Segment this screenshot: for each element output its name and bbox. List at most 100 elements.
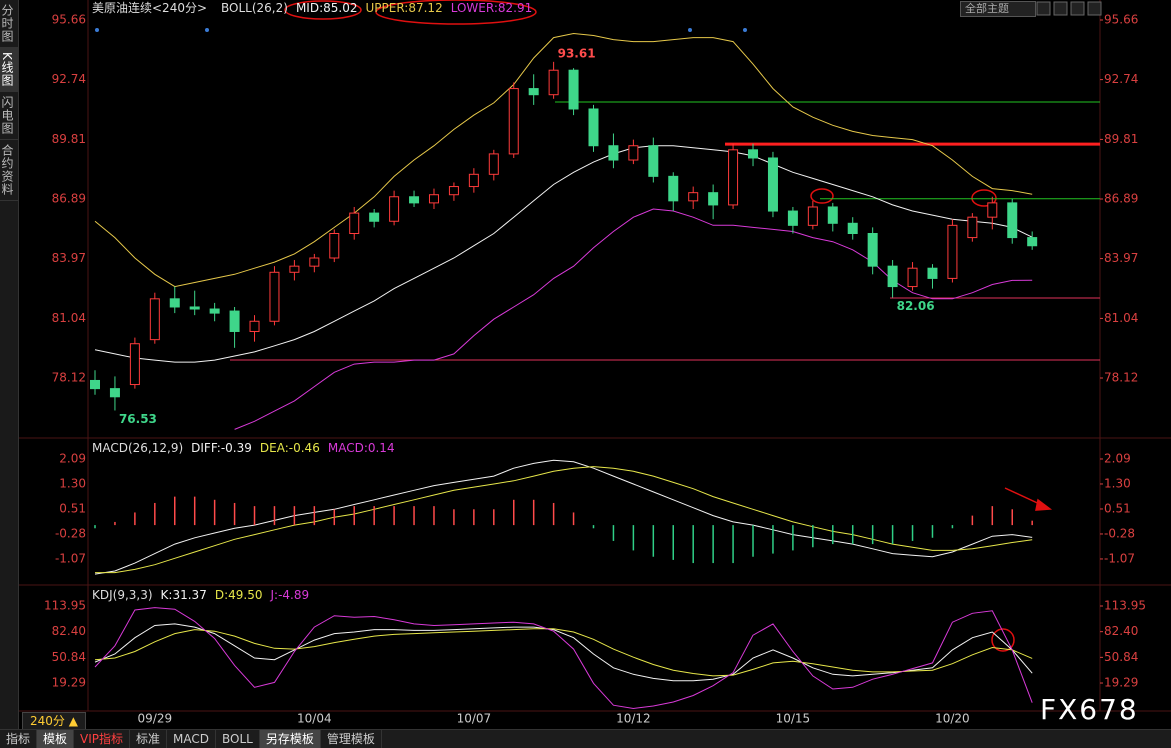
candle-body — [787, 210, 798, 226]
candle-body — [947, 224, 958, 279]
candle-body — [907, 267, 918, 288]
candle-body — [349, 212, 360, 235]
panel-title: MACD(26,12,9) — [92, 441, 183, 455]
candle-body — [887, 265, 898, 288]
candle-body — [209, 308, 220, 314]
candle-body — [927, 267, 938, 279]
candle-body — [1027, 237, 1038, 247]
y-tick-label: 2.09 — [59, 451, 86, 465]
y-tick-label: 81.04 — [52, 311, 86, 325]
legend-value: -0.39 — [221, 441, 252, 455]
y-tick-label-right: 2.09 — [1104, 451, 1131, 465]
candle-body — [309, 257, 320, 267]
candle-body — [827, 206, 838, 224]
indicator-line — [94, 607, 1033, 710]
y-tick-label: 50.84 — [52, 650, 86, 664]
candle-body — [269, 271, 280, 322]
candle-body — [668, 175, 679, 202]
y-tick-label: 0.51 — [59, 501, 86, 515]
y-tick-label: -1.07 — [55, 551, 86, 565]
indicator-name: BOLL(26,2) — [221, 1, 288, 15]
y-tick-label: 78.12 — [52, 371, 86, 385]
y-tick-label: 92.74 — [52, 72, 86, 86]
tab[interactable]: 另存模板 — [259, 730, 321, 748]
legend-value: 0.14 — [368, 441, 395, 455]
y-tick-label-right: -1.07 — [1104, 551, 1135, 565]
y-tick-label: 83.97 — [52, 251, 86, 265]
legend-value: 85.02 — [323, 1, 357, 15]
tab[interactable]: 模板 — [37, 730, 75, 748]
sidebar-tab[interactable]: K线图 — [0, 48, 18, 92]
legend-name: K: — [161, 588, 173, 602]
top-icons — [1036, 1, 1102, 16]
y-tick-label-right: 19.29 — [1104, 676, 1138, 690]
panel-header: MACD(26,12,9) DIFF:-0.39 DEA:-0.46 MACD:0.1… — [92, 441, 395, 455]
candle-body — [189, 306, 200, 310]
x-tick-label: 10/20 — [935, 712, 970, 726]
indicator-line — [94, 623, 1033, 682]
candle-body — [648, 145, 659, 177]
indicator-line — [94, 145, 1033, 363]
y-tick-label-right: 82.40 — [1104, 624, 1138, 638]
sidebar-tab[interactable]: 合约资料 — [0, 140, 18, 201]
tab[interactable]: MACD — [167, 730, 217, 748]
candle-body — [608, 145, 619, 161]
y-tick-label-right: 83.97 — [1104, 251, 1138, 265]
candle-body — [728, 149, 739, 206]
y-tick-label-right: 113.95 — [1104, 598, 1146, 612]
extreme-label: 76.53 — [119, 412, 157, 426]
tab[interactable]: 标准 — [130, 730, 168, 748]
extreme-label: 82.06 — [897, 299, 935, 313]
sidebar-tab[interactable]: 闪电图 — [0, 92, 18, 140]
tab[interactable]: BOLL — [216, 730, 260, 748]
candle-body — [428, 194, 439, 204]
indicator-line — [95, 466, 1033, 574]
x-tick-label: 10/07 — [457, 712, 492, 726]
indicator-line — [94, 628, 1033, 677]
tab[interactable]: 指标 — [0, 730, 38, 748]
candle-body — [169, 298, 180, 308]
y-tick-label-right: 78.12 — [1104, 371, 1138, 385]
toolbar: 指标 模板 VIP指标 标准 MACD BOLL 另存模板 管理模板 — [0, 729, 1171, 748]
indicator-line — [234, 208, 1033, 430]
y-tick-label: 86.89 — [52, 192, 86, 206]
y-tick-label: -0.28 — [55, 526, 86, 540]
candle-body — [90, 379, 100, 390]
candle-body — [329, 233, 340, 259]
tab[interactable]: 管理模板 — [321, 730, 382, 748]
candle-body — [389, 196, 400, 222]
y-tick-label-right: 89.81 — [1104, 132, 1138, 146]
candle-body — [767, 157, 778, 212]
candle-body — [588, 108, 599, 147]
y-tick-label-right: 95.66 — [1104, 13, 1138, 27]
markers — [95, 28, 747, 32]
candle-body — [289, 265, 300, 273]
period-select[interactable]: 240分 ▲ — [22, 712, 86, 730]
legend-value: 87.12 — [408, 1, 442, 15]
y-tick-label-right: 81.04 — [1104, 311, 1138, 325]
candle-body — [488, 153, 499, 175]
y-tick-label: 89.81 — [52, 132, 86, 146]
legend-name: LOWER: — [451, 1, 498, 15]
candle-body — [568, 69, 579, 110]
y-tick-label: 113.95 — [44, 598, 86, 612]
candle-body — [867, 233, 878, 267]
y-tick-label-right: -0.28 — [1104, 526, 1135, 540]
x-tick-label: 10/04 — [297, 712, 332, 726]
extreme-label: 93.61 — [558, 46, 596, 60]
candle-body — [149, 298, 160, 341]
candle-body — [448, 186, 459, 196]
candle-body — [688, 192, 699, 202]
legend-name: J: — [269, 588, 278, 602]
chart: 95.66 95.66 92.74 92.74 89.81 89.81 86.89 86.89… — [18, 0, 1171, 726]
sidebar-tab[interactable]: 分时图 — [0, 0, 18, 48]
candle-body — [628, 145, 639, 161]
candle-body — [748, 149, 759, 159]
y-tick-label: 1.30 — [59, 476, 86, 490]
y-tick-label-right: 1.30 — [1104, 476, 1131, 490]
legend-value: 49.50 — [228, 588, 262, 602]
x-tick-label: 10/15 — [776, 712, 811, 726]
tab[interactable]: VIP指标 — [74, 730, 131, 748]
theme-select[interactable]: 全部主题 — [960, 1, 1036, 17]
